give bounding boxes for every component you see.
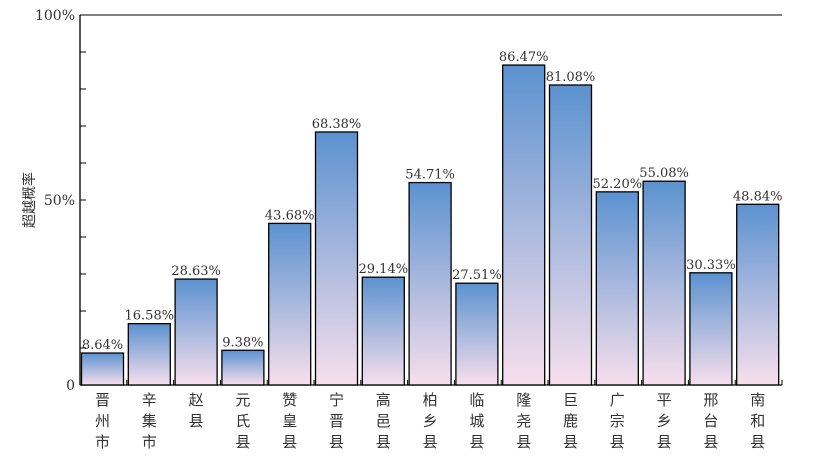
- data-label: 81.08%: [546, 70, 596, 85]
- x-tick-label: 广宗县: [610, 391, 625, 451]
- bar: [174, 278, 218, 386]
- x-tick-label: 宁晋县: [329, 391, 344, 451]
- x-tick-label: 晋州市: [95, 391, 110, 451]
- x-tick-label: 柏乡县: [423, 391, 438, 451]
- x-tick-label: 辛集市: [142, 391, 157, 451]
- data-label: 55.08%: [639, 166, 689, 181]
- x-tick-label: 赞皇县: [282, 391, 297, 451]
- data-label: 54.71%: [405, 168, 455, 183]
- bar: [127, 323, 171, 386]
- bar: [408, 181, 452, 386]
- bar: [221, 349, 265, 386]
- x-tick-label: 邢台县: [703, 391, 718, 451]
- bar: [502, 64, 546, 386]
- bar: [455, 282, 499, 386]
- data-label: 30.33%: [686, 258, 736, 273]
- y-tick-label: 50%: [44, 193, 75, 209]
- x-tick-label: 赵县: [189, 391, 204, 430]
- bar: [361, 276, 405, 386]
- data-label: 48.84%: [733, 189, 783, 204]
- data-label: 52.20%: [593, 177, 643, 192]
- data-label: 27.51%: [452, 268, 502, 283]
- data-label: 29.14%: [359, 262, 409, 277]
- data-label: 28.63%: [171, 264, 221, 279]
- x-tick-label: 平乡县: [657, 391, 672, 451]
- x-tick-label: 高邑县: [376, 391, 391, 451]
- data-label: 8.64%: [82, 338, 123, 353]
- data-label: 16.58%: [125, 309, 175, 324]
- bar: [548, 84, 593, 386]
- bar: [80, 352, 125, 386]
- bar: [736, 203, 780, 386]
- bar: [595, 191, 639, 386]
- data-label: 9.38%: [222, 335, 263, 350]
- bar: [689, 272, 733, 386]
- bar: [314, 131, 359, 386]
- x-tick-label: 隆尧县: [516, 391, 531, 451]
- x-tick-label: 巨鹿县: [563, 391, 578, 451]
- x-tick-label: 南和县: [750, 391, 765, 451]
- y-axis-label: 超越概率: [21, 172, 38, 228]
- data-label: 43.68%: [265, 208, 315, 223]
- data-label: 68.38%: [312, 117, 362, 132]
- y-tick-label: 0: [66, 378, 75, 394]
- bar: [268, 222, 312, 386]
- x-tick-label: 临城县: [469, 391, 484, 451]
- data-label: 86.47%: [499, 50, 549, 65]
- bar: [642, 180, 686, 386]
- y-tick-label: 100%: [35, 8, 75, 24]
- x-tick-label: 元氏县: [235, 391, 250, 451]
